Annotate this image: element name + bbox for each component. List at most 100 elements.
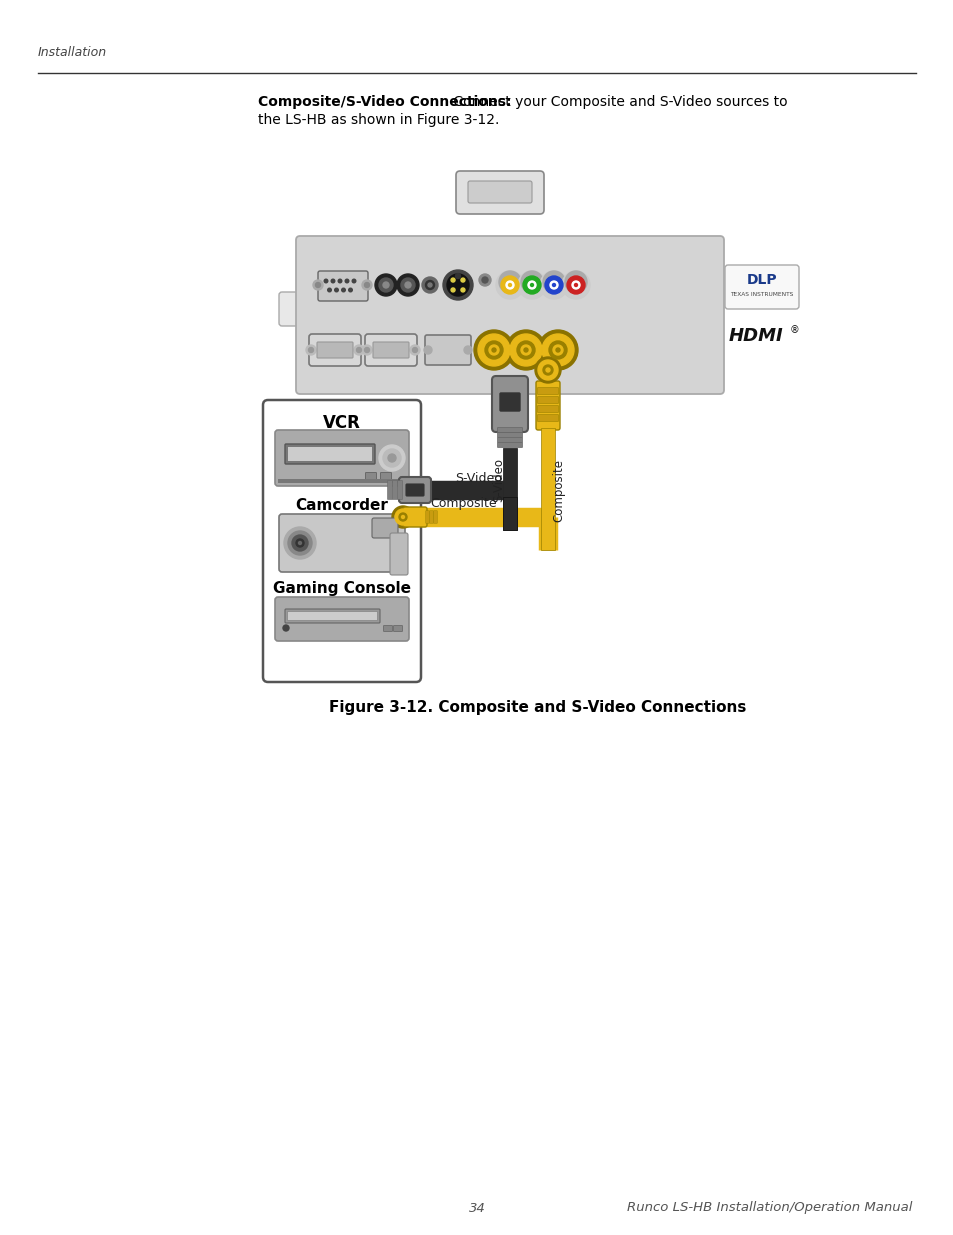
Circle shape [412,347,417,352]
FancyBboxPatch shape [424,335,471,366]
FancyBboxPatch shape [402,508,427,527]
Circle shape [364,283,369,288]
Circle shape [442,270,473,300]
Circle shape [460,278,464,282]
FancyBboxPatch shape [468,182,532,203]
Circle shape [378,278,393,291]
Text: Figure 3-12. Composite and S-Video Connections: Figure 3-12. Composite and S-Video Conne… [329,700,746,715]
Circle shape [421,277,437,293]
Circle shape [460,288,464,291]
Circle shape [378,445,405,471]
Circle shape [520,270,542,293]
Circle shape [477,333,510,366]
Circle shape [505,282,514,289]
FancyBboxPatch shape [372,517,397,538]
Text: Composite: Composite [430,498,497,510]
Polygon shape [540,429,555,550]
Circle shape [564,270,586,293]
Circle shape [498,270,520,293]
Text: TEXAS INSTRUMENTS: TEXAS INSTRUMENTS [730,293,793,298]
FancyBboxPatch shape [316,342,353,358]
FancyBboxPatch shape [537,415,558,421]
FancyBboxPatch shape [274,430,409,487]
Circle shape [388,454,395,462]
Circle shape [375,274,396,296]
FancyBboxPatch shape [390,534,408,576]
Circle shape [308,347,314,352]
Circle shape [401,515,404,519]
FancyBboxPatch shape [492,375,527,432]
Text: VCR: VCR [323,414,360,432]
FancyBboxPatch shape [393,625,402,631]
Circle shape [428,283,432,287]
Circle shape [400,278,415,291]
Circle shape [527,282,536,289]
Circle shape [522,275,540,294]
FancyBboxPatch shape [309,333,360,366]
FancyBboxPatch shape [434,511,436,524]
Text: Installation: Installation [38,46,107,59]
FancyBboxPatch shape [497,427,522,432]
Circle shape [481,277,488,283]
Circle shape [510,333,541,366]
Circle shape [561,270,589,299]
Circle shape [447,274,469,296]
Circle shape [341,288,345,291]
Text: Camcorder: Camcorder [295,498,388,513]
FancyBboxPatch shape [365,473,376,479]
Circle shape [335,288,338,291]
Circle shape [537,330,578,370]
Circle shape [539,270,567,299]
Text: S-Video: S-Video [492,458,505,501]
Polygon shape [502,448,517,530]
FancyBboxPatch shape [380,473,391,479]
FancyBboxPatch shape [285,609,379,622]
FancyBboxPatch shape [287,611,377,620]
FancyBboxPatch shape [274,597,409,641]
Circle shape [484,341,502,359]
Circle shape [537,359,558,380]
FancyBboxPatch shape [406,484,423,496]
Circle shape [574,284,577,287]
Text: S-Video: S-Video [455,472,501,484]
FancyBboxPatch shape [537,388,558,394]
Text: Composite: Composite [552,458,565,521]
Circle shape [545,368,550,372]
Circle shape [530,284,533,287]
Circle shape [517,270,545,299]
FancyBboxPatch shape [536,382,559,430]
Circle shape [354,345,364,354]
Circle shape [395,515,398,519]
Circle shape [298,541,301,545]
FancyBboxPatch shape [456,170,543,214]
FancyBboxPatch shape [317,270,368,301]
Circle shape [361,345,372,354]
Circle shape [395,509,411,525]
Circle shape [451,288,455,291]
FancyBboxPatch shape [278,291,319,326]
Circle shape [398,513,407,521]
Circle shape [508,284,511,287]
FancyBboxPatch shape [285,445,375,464]
FancyBboxPatch shape [398,477,431,503]
Text: DLP: DLP [746,273,777,287]
FancyBboxPatch shape [392,480,397,499]
Circle shape [523,348,527,352]
FancyBboxPatch shape [497,442,522,447]
Circle shape [520,345,531,354]
Polygon shape [502,496,517,530]
FancyBboxPatch shape [537,396,558,404]
Circle shape [500,275,518,294]
Circle shape [331,279,335,283]
FancyBboxPatch shape [295,236,723,394]
Circle shape [542,270,564,293]
Circle shape [328,288,331,291]
Circle shape [425,280,434,289]
Circle shape [552,284,555,287]
FancyBboxPatch shape [497,437,522,442]
Circle shape [556,348,559,352]
Text: Composite/S-Video Connections:: Composite/S-Video Connections: [257,95,511,109]
Circle shape [548,341,566,359]
Circle shape [392,506,414,529]
Circle shape [284,527,315,559]
